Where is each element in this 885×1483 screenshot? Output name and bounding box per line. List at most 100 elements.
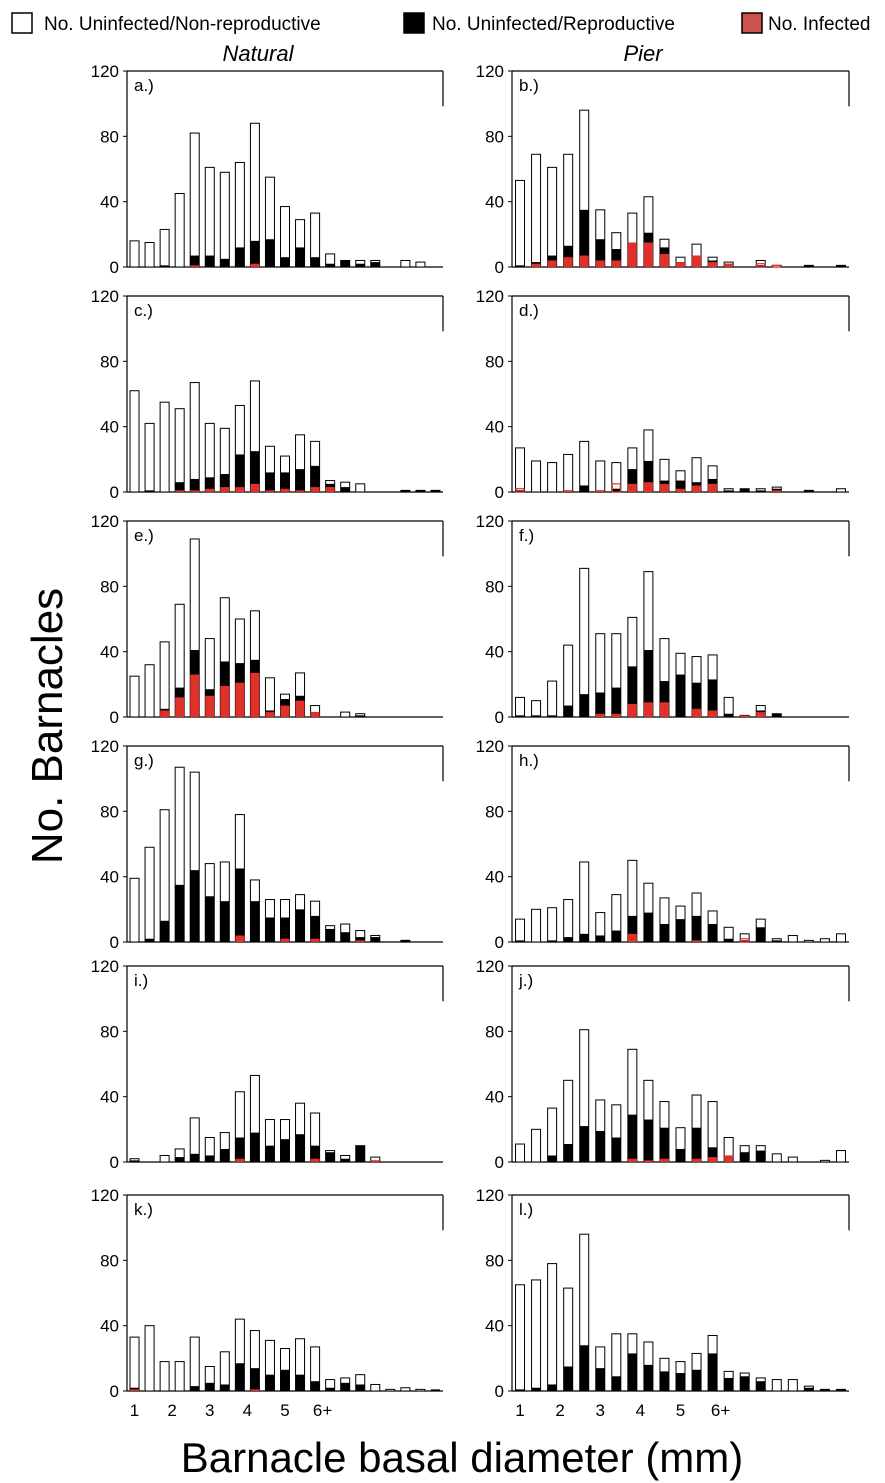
y-tick-label: 120 xyxy=(476,512,504,531)
bar xyxy=(724,1371,733,1391)
bar xyxy=(516,919,525,942)
x-tick-label: 2 xyxy=(555,1401,564,1420)
bar-infected xyxy=(772,490,781,492)
bar xyxy=(740,1146,749,1162)
bar xyxy=(660,639,669,717)
bar-reproductive xyxy=(145,939,154,942)
bar xyxy=(724,927,733,942)
bar xyxy=(296,895,305,942)
bar xyxy=(145,1326,154,1391)
bar-reproductive xyxy=(644,1365,653,1391)
bar xyxy=(371,935,380,942)
bar-reproductive xyxy=(596,1131,605,1162)
bar-reproductive xyxy=(341,932,350,942)
bar xyxy=(265,678,274,717)
bar xyxy=(756,260,765,267)
panel-f: 04080120f.) xyxy=(476,512,849,727)
bar xyxy=(628,1049,637,1162)
bar-non-reproductive xyxy=(596,461,605,492)
bar-reproductive xyxy=(265,1375,274,1391)
bar-non-reproductive xyxy=(160,1155,169,1162)
panel-label: j.) xyxy=(518,971,533,990)
bar-non-reproductive xyxy=(516,697,525,717)
bar xyxy=(820,1160,829,1162)
bar-non-reproductive xyxy=(580,862,589,942)
bar xyxy=(532,909,541,942)
bar-non-reproductive xyxy=(532,1280,541,1391)
x-tick-label: 2 xyxy=(167,1401,176,1420)
bar xyxy=(692,893,701,942)
bar xyxy=(356,260,365,267)
bar-infected xyxy=(296,701,305,717)
bar-reproductive xyxy=(401,490,410,492)
panel-label: e.) xyxy=(134,526,154,545)
bar xyxy=(788,935,797,942)
panel-g: 04080120g.) xyxy=(91,737,443,952)
bar xyxy=(708,655,717,717)
bar-non-reproductive xyxy=(532,154,541,267)
bar-reproductive xyxy=(564,1367,573,1392)
panel-j: 04080120j.) xyxy=(476,957,849,1172)
bar-infected xyxy=(371,1160,380,1162)
panel-label: l.) xyxy=(519,1200,533,1219)
bar-reproductive xyxy=(341,1383,350,1391)
bar xyxy=(548,1264,557,1391)
bar-non-reproductive xyxy=(160,229,169,267)
bar-infected xyxy=(250,484,259,492)
bar-non-reproductive xyxy=(788,1157,797,1162)
bar-infected xyxy=(756,712,765,717)
bar xyxy=(160,229,169,267)
panel-i: 0 40 80 120 i.) xyxy=(91,957,443,1172)
y-tick-label: 120 xyxy=(91,737,119,756)
panel-a: 0 40 80 120 a.) xyxy=(91,62,443,277)
y-tick-label: 80 xyxy=(100,352,119,371)
bar xyxy=(341,260,350,267)
bar-infected xyxy=(644,243,653,268)
bar-reproductive xyxy=(756,927,765,942)
bar xyxy=(596,210,605,267)
bar-non-reproductive xyxy=(145,665,154,717)
bar xyxy=(311,706,320,717)
y-tick-label: 80 xyxy=(485,1251,504,1270)
bar-non-reproductive xyxy=(820,939,829,942)
bar xyxy=(401,1388,410,1391)
bar xyxy=(281,694,290,717)
bar-reproductive xyxy=(190,479,199,492)
bar xyxy=(628,860,637,942)
bar xyxy=(516,697,525,717)
bar xyxy=(804,490,813,492)
bar xyxy=(145,665,154,717)
bar-reproductive xyxy=(516,265,525,267)
bar xyxy=(281,1120,290,1162)
bar xyxy=(235,1319,244,1391)
bar xyxy=(836,1151,845,1162)
bar-infected xyxy=(281,939,290,942)
bar xyxy=(564,154,573,267)
bar xyxy=(676,906,685,942)
bar-non-reproductive xyxy=(401,1388,410,1391)
bar xyxy=(130,241,139,267)
bar-reproductive xyxy=(265,239,274,267)
bar-infected xyxy=(205,489,214,492)
bar-infected xyxy=(740,715,749,717)
y-tick-label: 40 xyxy=(100,193,119,212)
bar xyxy=(676,1362,685,1391)
bar-infected xyxy=(250,264,259,267)
y-tick-label: 120 xyxy=(476,62,504,81)
y-tick-label: 40 xyxy=(100,868,119,887)
bar xyxy=(628,213,637,267)
bar-non-reproductive xyxy=(175,194,184,268)
bar xyxy=(532,154,541,267)
bar xyxy=(644,883,653,942)
bar xyxy=(281,1349,290,1391)
bar xyxy=(250,1075,259,1162)
bar xyxy=(416,490,425,492)
bar xyxy=(644,197,653,267)
bar-infected xyxy=(281,489,290,492)
bar xyxy=(311,1347,320,1391)
bar-non-reproductive xyxy=(130,241,139,267)
bar-reproductive xyxy=(205,1155,214,1162)
bar-non-reproductive xyxy=(356,484,365,492)
bar-reproductive xyxy=(692,1370,701,1391)
bar xyxy=(160,1362,169,1391)
